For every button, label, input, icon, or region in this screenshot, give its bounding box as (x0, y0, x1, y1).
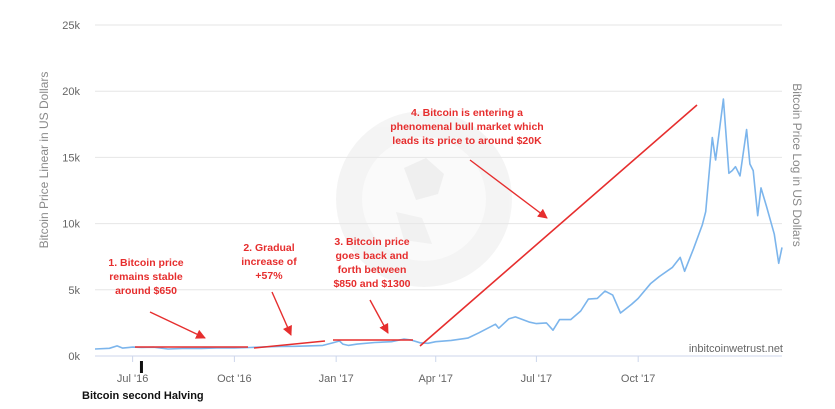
annotation-3-arrow (369, 299, 389, 334)
annotation-1-arrow (149, 311, 206, 339)
x-tick-label: Apr '17 (418, 373, 453, 385)
halving-marker (139, 361, 143, 373)
y-tick-label: 25k (62, 20, 80, 32)
halving-label: Bitcoin second Halving (82, 390, 204, 402)
annotation-3: 3. Bitcoin price goes back and forth bet… (333, 236, 411, 290)
phase-4-segment (419, 104, 698, 347)
annotation-4: 4. Bitcoin is entering a phenomenal bull… (390, 107, 544, 147)
x-tick-label: Oct '17 (621, 373, 656, 385)
x-tick-label: Jul '16 (117, 373, 148, 385)
annotation-4-arrow (469, 159, 548, 219)
x-tick-label: Jan '17 (319, 373, 354, 385)
background-logo (336, 111, 512, 287)
phase-2-segment (253, 340, 326, 349)
x-axis-ticks: Jul '16 Oct '16 Jan '17 Apr '17 Jul '17 Oct '… (95, 355, 782, 385)
annotation-2: 2. Gradual increase of +57% (241, 242, 297, 282)
y-tick-label: 0k (68, 351, 80, 363)
y-tick-label: 5k (68, 285, 80, 297)
annotation-2-arrow (271, 291, 292, 336)
y-tick-label: 15k (62, 152, 80, 164)
y-axis-right-title: Bitcoin Price Log in US Dollars (790, 83, 804, 247)
annotation-layer (135, 104, 698, 373)
y-axis-left-title: Bitcoin Price Linear in US Dollars (37, 71, 51, 249)
x-tick-label: Jul '17 (521, 373, 552, 385)
y-tick-label: 20k (62, 86, 80, 98)
watermark: inbitcoinwetrust.net (688, 343, 783, 355)
y-tick-label: 10k (62, 219, 80, 231)
x-tick-label: Oct '16 (217, 373, 252, 385)
annotation-1: 1. Bitcoin price remains stable around $… (108, 257, 184, 297)
y-axis-ticks: 0k 5k 10k 15k 20k 25k (62, 20, 80, 363)
